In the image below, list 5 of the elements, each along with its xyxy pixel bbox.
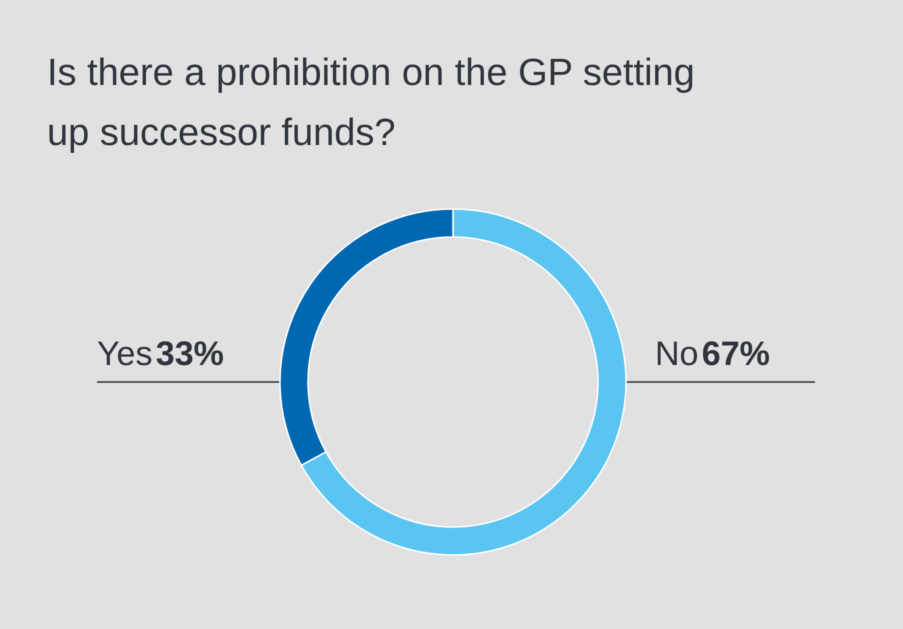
chart-title: Is there a prohibition on the GP setting up successor funds?: [47, 52, 706, 154]
slice-label: Yes: [97, 335, 152, 373]
slice-label: No: [655, 335, 698, 373]
data-label: 67%: [702, 335, 770, 373]
data-label: 33%: [156, 335, 224, 373]
